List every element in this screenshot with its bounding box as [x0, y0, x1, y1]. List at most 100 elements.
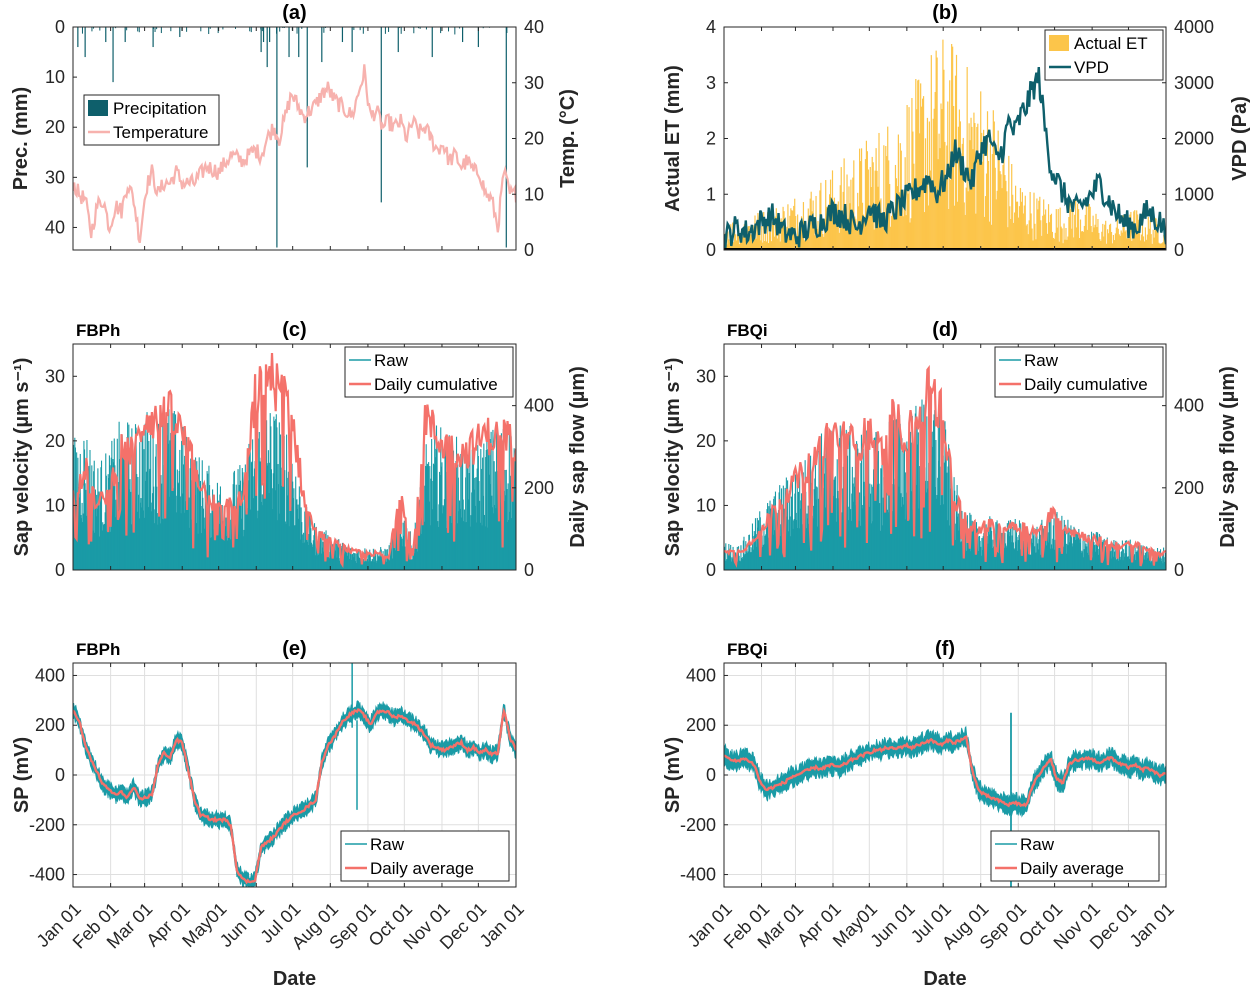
legend-label: Raw [1020, 835, 1055, 854]
y-tick-label: 30 [696, 366, 716, 386]
y-tick-label: 30 [45, 366, 65, 386]
y-tick-label: 20 [696, 431, 716, 451]
y-right-tick-label: 1000 [1174, 184, 1214, 204]
y-tick-label: 200 [686, 715, 716, 735]
y-right-tick-label: 40 [524, 17, 544, 37]
y-axis-label: Actual ET (mm) [662, 65, 684, 212]
legend-box [340, 830, 510, 882]
y-tick-label: 20 [45, 431, 65, 451]
legend-label: Raw [370, 835, 405, 854]
y-right-axis-label: Daily sap flow (µm) [1217, 366, 1239, 548]
y-axis-label: Sap velocity (µm s⁻¹) [11, 358, 33, 557]
panel-a: 0 10 20 30 40 0 10 20 30 40 Prec. (mm) Temp. (°C) (a… [10, 2, 579, 260]
site-label: FBQi [727, 640, 768, 659]
daily-cumulative-line [73, 352, 516, 569]
y-right-tick-label: 0 [524, 240, 534, 260]
panel-title: (b) [932, 2, 958, 24]
legend: Precipitation Temperature [83, 94, 220, 146]
legend-label: VPD [1074, 58, 1109, 77]
y-tick-label: 0 [55, 17, 65, 37]
y-right-tick-label: 0 [1174, 560, 1184, 580]
y-tick-label: 200 [35, 715, 65, 735]
y-tick-label: -200 [680, 815, 716, 835]
y-tick-label: 3 [706, 73, 716, 93]
legend: Raw Daily cumulative [994, 346, 1164, 398]
y-tick-label: 0 [706, 560, 716, 580]
y-tick-label: 4 [706, 17, 716, 37]
legend: Raw Daily cumulative [344, 346, 514, 398]
daily-cumulative-line [724, 364, 1166, 569]
y-right-axis-label: VPD (Pa) [1229, 96, 1251, 180]
y-right-tick-label: 400 [1174, 396, 1204, 416]
legend-label: Precipitation [113, 99, 207, 118]
y-tick-label: 0 [55, 765, 65, 785]
plot-area [73, 27, 516, 248]
legend-label: Daily cumulative [1024, 375, 1148, 394]
y-right-tick-label: 10 [524, 184, 544, 204]
y-tick-label: 10 [696, 495, 716, 515]
vpd-line [724, 67, 1166, 250]
axes-box [723, 343, 1167, 571]
panel-title: (d) [932, 319, 958, 341]
sp-raw-band [724, 725, 1166, 818]
plot-area [724, 39, 1166, 250]
y-right-tick-label: 0 [524, 560, 534, 580]
y-tick-label: 2 [706, 129, 716, 149]
legend-label: Daily average [1020, 859, 1124, 878]
legend-label: Raw [1024, 351, 1059, 370]
y-tick-label: -400 [680, 865, 716, 885]
legend-label: Raw [374, 351, 409, 370]
sp-daily-average-line [73, 707, 516, 885]
legend-swatch [88, 100, 108, 116]
y-axis-label: Sap velocity (µm s⁻¹) [662, 358, 684, 557]
y-right-tick-label: 4000 [1174, 17, 1214, 37]
legend-box [994, 346, 1164, 398]
sp-daily-average-line [724, 735, 1166, 808]
y-tick-label: 10 [45, 67, 65, 87]
y-tick-label: 30 [45, 167, 65, 187]
y-tick-label: 400 [686, 665, 716, 685]
y-right-tick-label: 3000 [1174, 73, 1214, 93]
site-label: FBPh [76, 640, 120, 659]
panel-b: 0 1 2 3 4 0 1000 2000 3000 4000 Actual ET (mm) VPD … [662, 2, 1251, 260]
x-axis-label: Date [273, 968, 316, 987]
y-right-tick-label: 0 [1174, 240, 1184, 260]
y-right-axis-label: Temp. (°C) [557, 89, 579, 188]
y-right-tick-label: 2000 [1174, 129, 1214, 149]
legend-label: Temperature [113, 123, 208, 142]
plot-area [73, 352, 516, 570]
y-right-tick-label: 30 [524, 73, 544, 93]
legend-swatch [1049, 35, 1069, 51]
y-axis-label: Prec. (mm) [10, 87, 32, 190]
plot-area [724, 364, 1166, 570]
axes-box [72, 343, 517, 571]
legend-box [344, 346, 514, 398]
panel-title: (f) [935, 638, 955, 660]
x-axis-label: Date [923, 968, 966, 987]
y-tick-label: -200 [29, 815, 65, 835]
y-tick-label: 20 [45, 117, 65, 137]
y-tick-label: 0 [55, 560, 65, 580]
y-right-tick-label: 20 [524, 129, 544, 149]
legend-label: Actual ET [1074, 34, 1148, 53]
y-right-tick-label: 200 [1174, 478, 1204, 498]
legend-label: Daily average [370, 859, 474, 878]
y-tick-label: 400 [35, 665, 65, 685]
y-right-tick-label: 200 [524, 478, 554, 498]
y-right-axis-label: Daily sap flow (µm) [567, 366, 589, 548]
y-tick-label: -400 [29, 865, 65, 885]
site-label: FBQi [727, 321, 768, 340]
panel-d: 0 10 20 30 0 200 400 Sap velocity (µm s⁻¹) Daily… [662, 319, 1239, 580]
panel-title: (e) [282, 638, 306, 660]
panel-c: 0 10 20 30 0 200 400 Sap velocity (µm s⁻¹) Daily… [11, 319, 589, 580]
y-tick-label: 1 [706, 184, 716, 204]
y-tick-label: 10 [45, 495, 65, 515]
panel-title: (c) [282, 319, 306, 341]
legend: Raw Daily average [340, 830, 510, 882]
y-axis-label: SP (mV) [662, 737, 684, 813]
y-tick-label: 0 [706, 765, 716, 785]
y-tick-label: 0 [706, 240, 716, 260]
